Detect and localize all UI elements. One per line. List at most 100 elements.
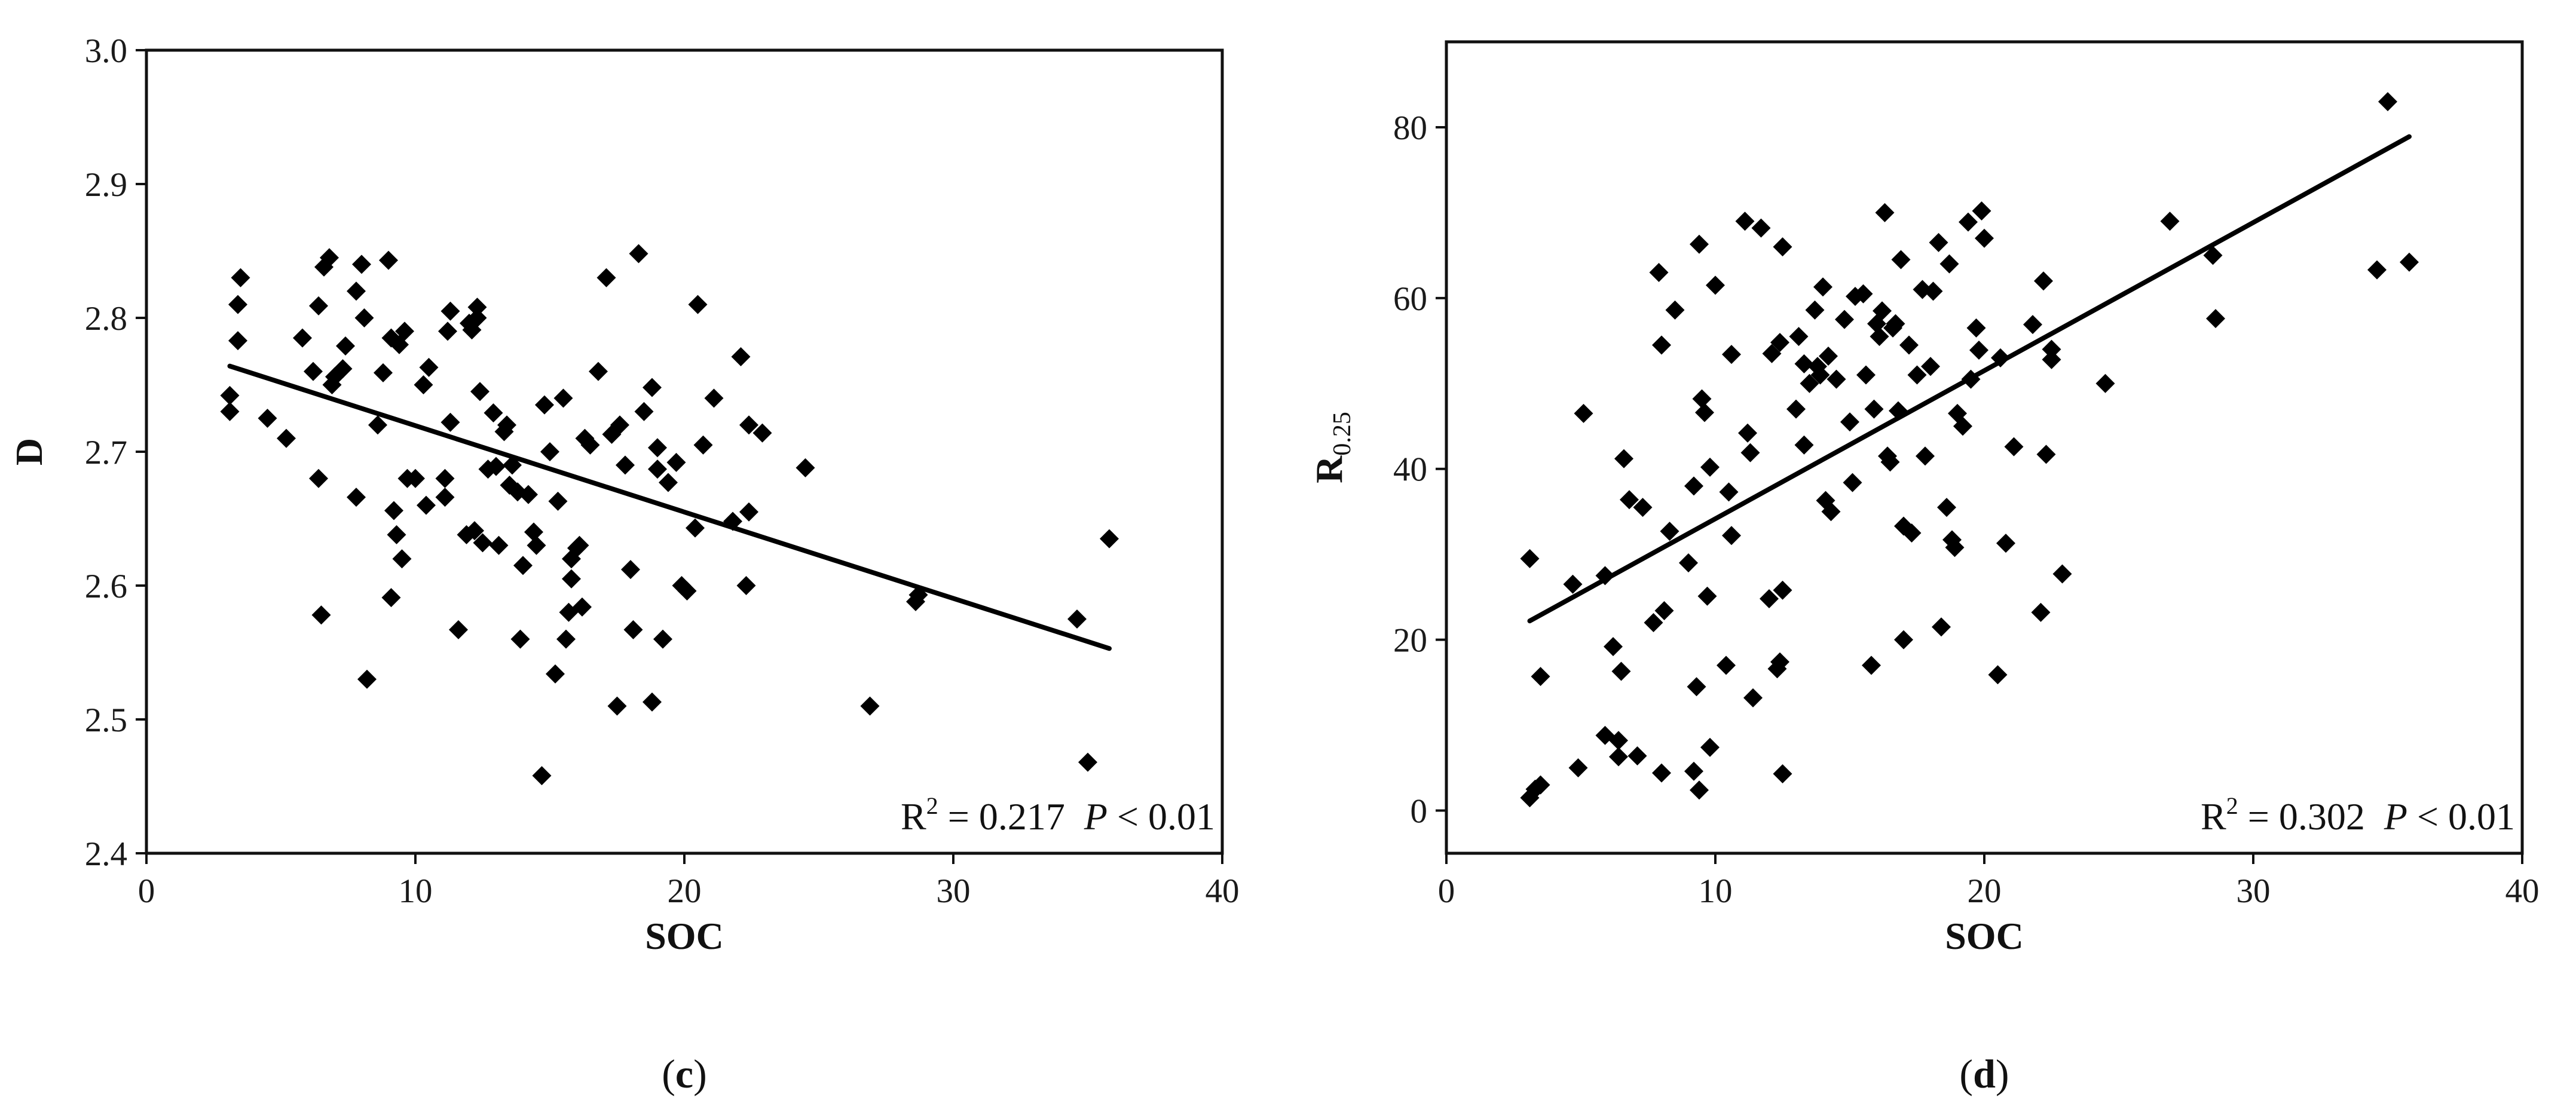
panel-d-data-point <box>1939 254 1959 274</box>
panel-c-data-point <box>503 455 522 475</box>
panel-c-p-value: < 0.01 <box>1108 795 1215 838</box>
panel-c-data-point <box>621 560 640 580</box>
panel-c-data-point <box>311 605 331 625</box>
panel-c-data-point <box>220 385 240 405</box>
panel-d-data-point <box>1916 446 1935 466</box>
panel-d-p-symbol: P <box>2384 795 2407 838</box>
panel-d-data-point <box>1969 341 1988 360</box>
panel-c-r2-value: = 0.217 <box>938 795 1084 838</box>
panel-c-data-point <box>347 488 366 507</box>
panel-d-data-point <box>2042 350 2061 369</box>
panel-c-data-point <box>484 403 503 423</box>
panel-c-x-tick-label: 30 <box>937 872 971 910</box>
panel-c-data-point <box>519 485 538 504</box>
panel-c-data-point <box>368 415 387 435</box>
panel-c-data-point <box>693 435 713 455</box>
panel-d-data-point <box>1902 523 1922 543</box>
panel-c-panel-label: (c) <box>662 1051 707 1096</box>
panel-d-data-point <box>1660 522 1679 541</box>
panel-d-data-point <box>1627 746 1647 766</box>
panel-d-data-point <box>1644 613 1663 633</box>
panel-c-data-point <box>354 308 374 327</box>
panel-d-data-point <box>2203 246 2223 265</box>
panel-c-data-point <box>573 597 592 617</box>
panel-d-x-tick-label: 20 <box>1968 872 2002 910</box>
panel-c-data-point <box>395 321 414 341</box>
panel-d-data-point <box>1899 335 1919 355</box>
panel-c-data-point <box>546 664 565 684</box>
panel-d-data-point <box>1880 452 1900 472</box>
panel-d-data-point <box>1760 589 1779 609</box>
panel-c-data-point <box>470 382 489 402</box>
panel-c-data-point <box>417 495 436 515</box>
panel-d-data-point <box>1738 423 1757 443</box>
panel-d-data-point <box>1690 234 1709 254</box>
panel-d-y-axis-label-main: R <box>1308 455 1350 483</box>
panel-c-data-point <box>293 328 312 348</box>
panel-d-data-point <box>1743 688 1763 707</box>
panel-c-data-point <box>796 458 815 477</box>
panel-c-y-tick-label: 2.5 <box>85 701 127 739</box>
panel-c-data-point <box>392 549 412 569</box>
panel-d-p-value: < 0.01 <box>2407 795 2515 838</box>
panel-c-data-point <box>648 459 667 479</box>
panel-d-data-point <box>1740 443 1760 462</box>
panel-c-data-point <box>752 423 772 443</box>
panel-d-panel-letter: d <box>1973 1051 1996 1096</box>
panel-d-data-point <box>1531 667 1550 687</box>
panel-d-data-point <box>1929 232 1948 252</box>
panel-d-data-point <box>1722 345 1741 364</box>
panel-c-r2-superscript: 2 <box>926 792 938 819</box>
panel-d-data-point <box>2400 252 2419 272</box>
panel-c-data-point <box>320 248 339 268</box>
panel-d-data-point <box>1886 314 1905 333</box>
panel-d-data-point <box>1717 655 1736 675</box>
panel-c-data-point <box>556 629 576 649</box>
panel-c-data-point <box>596 268 616 287</box>
panel-c-data-point <box>686 518 705 538</box>
panel-d-data-point <box>1800 373 1819 393</box>
panel-c-data-point <box>489 535 509 555</box>
panel-c-data-point <box>634 402 654 421</box>
panel-d-data-point <box>1789 327 1809 347</box>
panel-c-data-point <box>610 415 629 435</box>
panel-d-data-point <box>1614 449 1633 468</box>
panel-d-data-point <box>1604 637 1623 657</box>
panel-c-data-point <box>704 388 724 408</box>
panel-c-data-point <box>540 442 559 461</box>
panel-c-data-point <box>438 321 457 341</box>
panel-d-data-point <box>2034 271 2053 291</box>
panel-d-data-point <box>1937 498 1956 517</box>
panel-c-data-point <box>739 415 758 435</box>
panel-c-regression-line <box>227 363 1112 651</box>
panel-d-y-tick-label: 60 <box>1393 280 1427 318</box>
panel-c-data-point <box>1067 609 1087 629</box>
panel-c-data-point <box>374 363 393 382</box>
panel-c-y-tick-label: 2.8 <box>85 300 127 338</box>
panel-c-data-point <box>414 375 433 394</box>
panel-d-data-point <box>1574 403 1593 423</box>
panel-d-data-point <box>1620 490 1639 510</box>
panel-c-y-tick-label: 3.0 <box>85 32 127 70</box>
panel-c-data-point <box>258 409 277 428</box>
panel-d-data-point <box>2095 373 2115 393</box>
panel-d-data-point <box>1907 365 1927 385</box>
panel-d-x-tick-label: 0 <box>1438 872 1455 910</box>
panel-d-data-point <box>1770 333 1789 353</box>
panel-d-data-point <box>1810 365 1830 385</box>
panel-c-data-point <box>524 522 543 542</box>
panel-c-data-point <box>220 402 240 421</box>
panel-c-x-tick-label: 20 <box>668 872 702 910</box>
panel-c-data-point <box>607 696 627 716</box>
panel-c-data-point <box>723 511 742 531</box>
panel-d-data-point <box>1988 665 2008 685</box>
panel-d-data-point <box>1595 566 1615 586</box>
panel-c-data-point <box>589 362 608 381</box>
panel-d-data-point <box>2036 445 2056 464</box>
panel-d-data-point <box>1773 580 1792 600</box>
panel-c-p-symbol: P <box>1084 795 1108 838</box>
panel-c-data-point <box>352 255 371 274</box>
panel-d-data-point <box>1684 476 1703 496</box>
panel-d-data-point <box>1821 502 1841 522</box>
